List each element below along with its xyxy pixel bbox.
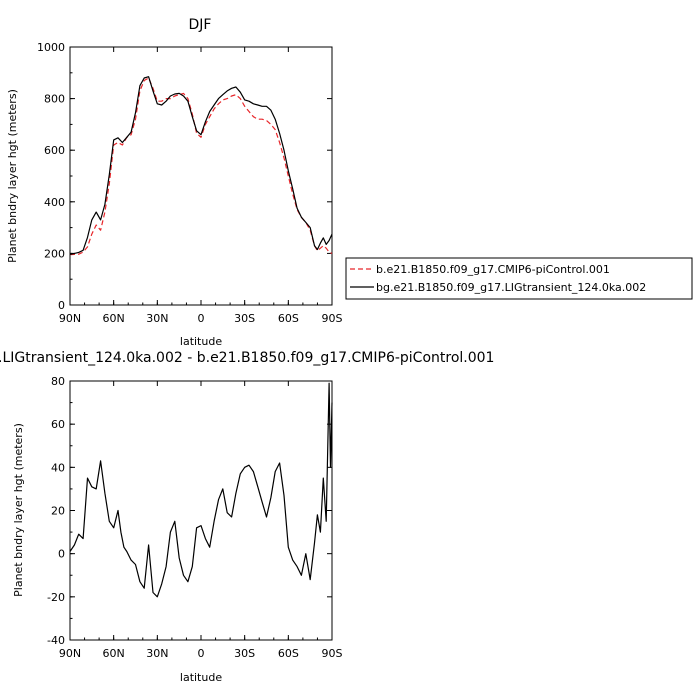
- legend: b.e21.B1850.f09_g17.CMIP6-piControl.001 …: [345, 257, 693, 300]
- top-y-tick-label: 800: [44, 93, 65, 106]
- top-plot-lines: [69, 76, 333, 256]
- bottom-x-axis: 90N 60N 30N 0 30S 60S 90S: [59, 381, 343, 660]
- top-x-tick-label: 60S: [278, 312, 299, 325]
- bottom-x-axis-label: latitude: [180, 671, 222, 684]
- legend-label-ligtransient: bg.e21.B1850.f09_g17.LIGtransient_124.0k…: [376, 281, 646, 294]
- top-series-line-0: [69, 77, 333, 256]
- top-x-axis-label: latitude: [180, 335, 222, 348]
- bottom-y-tick-label: 80: [51, 375, 65, 388]
- bottom-x-tick-label: 60N: [103, 647, 125, 660]
- top-y-axis-label: Planet bndry layer hgt (meters): [6, 89, 19, 263]
- bottom-x-tick-label: 30N: [146, 647, 168, 660]
- bottom-y-tick-label: 40: [51, 461, 65, 474]
- bottom-y-tick-label: 0: [58, 548, 65, 561]
- top-x-tick-label: 90S: [322, 312, 343, 325]
- top-x-tick-label: 30S: [234, 312, 255, 325]
- bottom-y-tick-label: -20: [47, 591, 65, 604]
- bottom-x-tick-label: 90N: [59, 647, 81, 660]
- top-x-axis: 90N 60N 30N 0 30S 60S 90S: [59, 47, 343, 325]
- bottom-y-axis-label: Planet bndry layer hgt (meters): [12, 423, 25, 597]
- bottom-y-tick-label: 20: [51, 505, 65, 518]
- top-x-tick-label: 60N: [103, 312, 125, 325]
- bottom-y-tick-label: -40: [47, 634, 65, 647]
- top-y-tick-label: 200: [44, 247, 65, 260]
- bottom-x-tick-label: 60S: [278, 647, 299, 660]
- top-y-tick-label: 0: [58, 299, 65, 312]
- bottom-plot-frame: [69, 380, 333, 641]
- bottom-series-line-0: [69, 382, 333, 598]
- top-y-tick-label: 600: [44, 144, 65, 157]
- bottom-x-tick-label: 30S: [234, 647, 255, 660]
- bottom-chart-title: .LIGtransient_124.0ka.002 - b.e21.B1850.…: [0, 350, 494, 366]
- legend-label-picontrol: b.e21.B1850.f09_g17.CMIP6-piControl.001: [376, 263, 610, 276]
- top-y-tick-label: 400: [44, 196, 65, 209]
- bottom-y-axis: -40 -20 0 20 40 60 80: [47, 375, 332, 647]
- top-x-tick-label: 30N: [146, 312, 168, 325]
- top-x-tick-label: 0: [198, 312, 205, 325]
- top-chart-title: DJF: [189, 17, 212, 33]
- legend-box: [345, 257, 693, 300]
- bottom-y-tick-label: 60: [51, 418, 65, 431]
- top-x-tick-label: 90N: [59, 312, 81, 325]
- top-series-line-1: [69, 76, 333, 255]
- bottom-x-tick-label: 90S: [322, 647, 343, 660]
- bottom-panel: .LIGtransient_124.0ka.002 - b.e21.B1850.…: [0, 350, 494, 684]
- bottom-x-tick-label: 0: [198, 647, 205, 660]
- top-y-tick-label: 1000: [37, 41, 65, 54]
- top-y-axis: 0 200 400 600 800 1000: [37, 41, 332, 312]
- bottom-plot-lines: [69, 382, 333, 598]
